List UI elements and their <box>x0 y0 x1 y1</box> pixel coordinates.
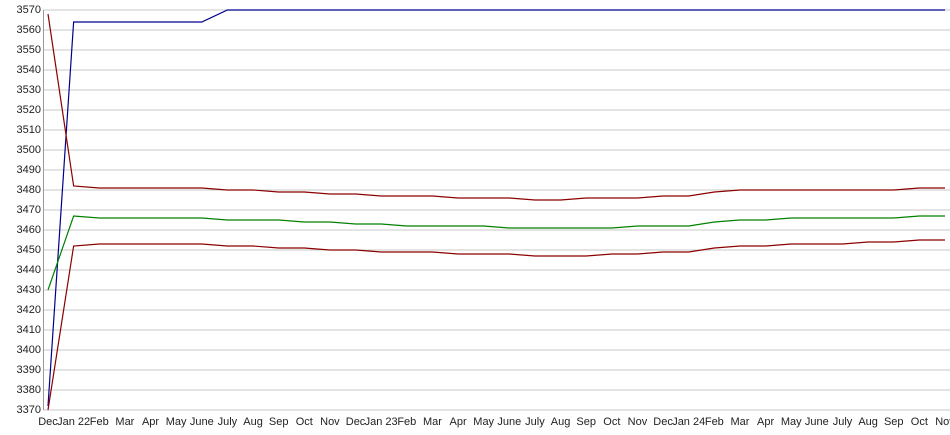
series-line <box>47 239 945 411</box>
x-tick-label: Dec <box>653 416 673 428</box>
y-tick-label: 3570 <box>17 4 41 16</box>
y-tick-label: 3540 <box>17 64 41 76</box>
y-tick-label: 3390 <box>17 364 41 376</box>
series-line <box>47 13 945 201</box>
y-tick-label: 3370 <box>17 404 41 416</box>
x-tick-label: June <box>497 416 521 428</box>
y-tick-label: 3550 <box>17 44 41 56</box>
x-tick-label: Nov <box>320 416 340 428</box>
x-tick-label: Apr <box>449 416 466 428</box>
y-tick-label: 3410 <box>17 324 41 336</box>
x-tick-label: Sep <box>269 416 289 428</box>
x-tick-label: Apr <box>142 416 159 428</box>
x-tick-label: Dec <box>38 416 58 428</box>
x-tick-label: Mar <box>423 416 442 428</box>
y-tick-label: 3530 <box>17 84 41 96</box>
series-line <box>47 215 945 291</box>
x-tick-label: Feb <box>705 416 724 428</box>
y-tick-label: 3500 <box>17 144 41 156</box>
y-tick-label: 3480 <box>17 184 41 196</box>
x-tick-label: Oct <box>296 416 313 428</box>
y-tick-label: 3460 <box>17 224 41 236</box>
y-tick-label: 3400 <box>17 344 41 356</box>
y-tick-label: 3470 <box>17 204 41 216</box>
y-tick-label: 3560 <box>17 24 41 36</box>
x-tick-label: Jan 22 <box>57 416 90 428</box>
x-tick-label: June <box>805 416 829 428</box>
x-tick-label: June <box>190 416 214 428</box>
x-tick-label: July <box>218 416 238 428</box>
x-tick-label: Mar <box>730 416 749 428</box>
x-tick-label: Nov <box>628 416 648 428</box>
x-tick-label: Nov <box>935 416 950 428</box>
x-tick-label: Mar <box>115 416 134 428</box>
x-tick-label: Oct <box>911 416 928 428</box>
y-tick-label: 3520 <box>17 104 41 116</box>
x-tick-label: July <box>525 416 545 428</box>
y-tick-label: 3510 <box>17 124 41 136</box>
y-tick-label: 3380 <box>17 384 41 396</box>
x-tick-label: Aug <box>551 416 571 428</box>
x-tick-label: May <box>166 416 187 428</box>
x-tick-label: Oct <box>603 416 620 428</box>
x-tick-label: Sep <box>576 416 596 428</box>
x-tick-label: Apr <box>757 416 774 428</box>
x-tick-label: Feb <box>90 416 109 428</box>
x-tick-label: May <box>473 416 494 428</box>
x-tick-label: Jan 24 <box>672 416 705 428</box>
y-tick-label: 3440 <box>17 264 41 276</box>
x-tick-label: July <box>833 416 853 428</box>
x-tick-label: Jan 23 <box>365 416 398 428</box>
x-tick-label: Aug <box>243 416 263 428</box>
x-tick-label: Aug <box>858 416 878 428</box>
y-tick-label: 3430 <box>17 284 41 296</box>
x-tick-label: Feb <box>397 416 416 428</box>
y-tick-label: 3450 <box>17 244 41 256</box>
x-tick-label: May <box>781 416 802 428</box>
series-line <box>47 9 945 407</box>
x-tick-label: Sep <box>884 416 904 428</box>
y-tick-label: 3490 <box>17 164 41 176</box>
y-tick-label: 3420 <box>17 304 41 316</box>
x-tick-label: Dec <box>346 416 366 428</box>
